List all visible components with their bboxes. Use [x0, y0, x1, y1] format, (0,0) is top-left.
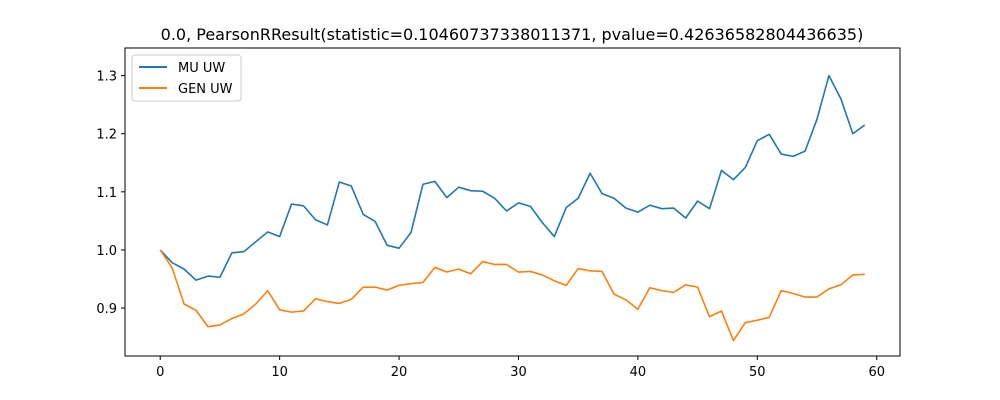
series-line-gen-uw [159, 249, 865, 342]
x-tick-label: 40 [630, 365, 647, 380]
x-tick-label: 30 [510, 365, 527, 380]
y-tick-label: 1.1 [96, 186, 117, 201]
axes-frame [124, 47, 901, 357]
x-tick-label: 10 [271, 365, 288, 380]
y-tick-label: 1.2 [96, 128, 117, 143]
y-tick-label: 1.3 [96, 70, 117, 85]
x-axis: 0 10 20 30 40 50 60 [156, 356, 885, 380]
legend: MU UW GEN UW [131, 54, 242, 102]
x-tick-label: 60 [868, 365, 885, 380]
y-tick-label: 0.9 [96, 302, 117, 317]
y-tick-label: 1.0 [96, 244, 117, 259]
plot-lines [159, 74, 866, 342]
x-tick-label: 20 [391, 365, 408, 380]
legend-label-gen-uw: GEN UW [178, 82, 233, 97]
series-line-mu-uw [159, 74, 866, 281]
y-axis: 0.9 1.0 1.1 1.2 1.3 [96, 70, 125, 317]
x-tick-label: 50 [749, 365, 766, 380]
legend-label-mu-uw: MU UW [178, 61, 225, 76]
chart-title: 0.0, PearsonRResult(statistic=0.10460737… [161, 25, 864, 44]
x-tick-label: 0 [156, 365, 164, 380]
